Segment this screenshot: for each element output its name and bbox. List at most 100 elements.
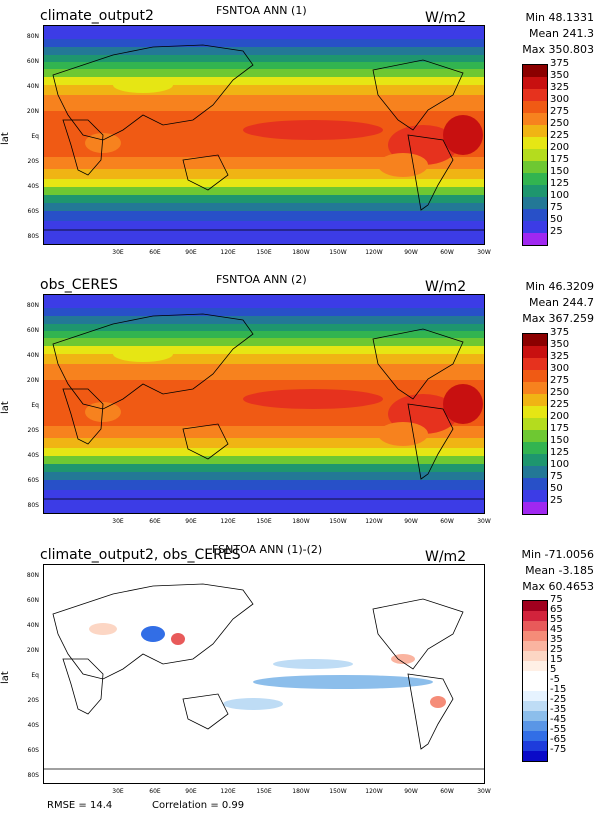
contour-region — [391, 654, 415, 664]
colorbar-swatch — [523, 418, 547, 430]
colorbar-tick-label: 175 — [550, 423, 570, 434]
lat-tick-label: 40S — [27, 183, 39, 190]
contour-band — [43, 364, 485, 380]
colorbar-tick-label: 200 — [550, 411, 570, 422]
contour-region — [113, 346, 173, 362]
colorbar-tick-label: -25 — [550, 694, 567, 705]
colorbar-tick-label: 65 — [550, 604, 563, 615]
stat-min: Min 48.1331 — [525, 11, 594, 24]
colorbar-swatch — [523, 466, 547, 478]
contour-band — [43, 39, 485, 47]
colorbar-swatch — [523, 631, 547, 641]
map-frame — [43, 294, 485, 514]
contour-band — [43, 426, 485, 438]
lon-tick-label: 60E — [149, 249, 161, 256]
lon-tick-label: 60W — [440, 518, 454, 525]
lat-tick-label: 40S — [27, 452, 39, 459]
contour-band — [43, 47, 485, 55]
lon-tick-label: 30W — [477, 518, 491, 525]
panel-left-label: obs_CERES — [40, 277, 118, 293]
coastline — [182, 423, 229, 460]
contour-band — [43, 472, 485, 480]
contour-band — [43, 308, 485, 316]
lat-tick-label: 80S — [27, 502, 39, 509]
lon-tick-label: 120E — [220, 788, 236, 795]
lon-tick-label: 60W — [440, 249, 454, 256]
colorbar-tick-label: 100 — [550, 459, 570, 470]
contour-band — [43, 456, 485, 464]
contour-band — [43, 564, 485, 784]
lon-tick-label: 30W — [477, 788, 491, 795]
panel-left-label: climate_output2, obs_CERES — [40, 547, 241, 563]
colorbar-tick-label: -5 — [550, 674, 560, 685]
contour-band — [43, 77, 485, 85]
lon-tick-label: 120W — [365, 249, 383, 256]
lon-tick-label: 90E — [185, 518, 197, 525]
colorbar-swatch — [523, 125, 547, 137]
colorbar-swatch — [523, 394, 547, 406]
contour-band — [43, 338, 485, 346]
colorbar-tick-label: 225 — [550, 130, 570, 141]
coastline — [372, 598, 464, 670]
lon-tick-label: 180W — [292, 249, 310, 256]
colorbar-tick-label: 275 — [550, 375, 570, 386]
stat-mean: Mean 241.3 — [529, 27, 594, 40]
colorbar-swatches — [522, 600, 548, 762]
lat-tick-label: 60N — [26, 597, 39, 604]
colorbar-swatch — [523, 430, 547, 442]
colorbar-tick-label: 275 — [550, 106, 570, 117]
colorbar-swatch — [523, 149, 547, 161]
colorbar-swatch — [523, 101, 547, 113]
contour-band — [43, 179, 485, 187]
colorbar-tick-label: 5 — [550, 664, 557, 675]
colorbar-swatch — [523, 490, 547, 502]
lon-tick-label: 30E — [112, 788, 124, 795]
stat-mean: Mean -3.185 — [525, 564, 594, 577]
colorbar-swatch — [523, 221, 547, 233]
lon-tick-label: 90W — [404, 249, 418, 256]
colorbar-tick-label: -55 — [550, 724, 567, 735]
colorbar-swatch — [523, 406, 547, 418]
colorbar-swatch — [523, 185, 547, 197]
colorbar-tick-label: 15 — [550, 654, 563, 665]
map-plot-area: 80N 60N 40N 20N Eq 20S 40S 60S 80S 30E 60E 90E 120E 1… — [27, 294, 491, 525]
contour-band — [43, 316, 485, 324]
colorbar-swatch — [523, 671, 547, 681]
lon-tick-label: 60E — [149, 518, 161, 525]
contour-band — [43, 85, 485, 95]
colorbar-tick-label: 225 — [550, 399, 570, 410]
colorbar-swatch — [523, 711, 547, 721]
colorbar-tick-label: 25 — [550, 495, 563, 506]
coastline — [62, 388, 104, 445]
contour-region — [378, 422, 428, 446]
colorbar-tick-label: -75 — [550, 744, 567, 755]
correlation-label: Correlation = 0.99 — [152, 800, 245, 811]
lat-tick-label: Eq — [31, 672, 39, 679]
lat-tick-label: 20S — [27, 697, 39, 704]
lat-tick-label: 20N — [26, 647, 39, 654]
lat-tick-label: 20N — [26, 377, 39, 384]
lon-tick-label: 120E — [220, 249, 236, 256]
lat-tick-label: Eq — [31, 133, 39, 140]
contour-band — [43, 203, 485, 211]
lon-tick-label: 150W — [329, 249, 347, 256]
coastline — [62, 119, 104, 176]
panel-left-label: climate_output2 — [40, 8, 154, 24]
lat-tick-label: 80S — [27, 772, 39, 779]
lon-tick-label: 90E — [185, 249, 197, 256]
stat-max: Max 60.4653 — [522, 580, 594, 593]
panel-stats: Min -71.0056 Mean -3.185 Max 60.4653 — [522, 547, 594, 595]
contour-band — [43, 490, 485, 514]
colorbar-tick-label: 75 — [550, 471, 563, 482]
lat-tick-label: 20N — [26, 108, 39, 115]
lon-tick-label: 30W — [477, 249, 491, 256]
coastline — [407, 673, 454, 750]
lon-tick-label: 150E — [256, 249, 272, 256]
stat-min: Min -71.0056 — [521, 548, 594, 561]
contour-band — [43, 346, 485, 354]
lon-tick-label: 150W — [329, 788, 347, 795]
colorbar-tick-label: 325 — [550, 351, 570, 362]
contour-band — [43, 95, 485, 111]
coastline — [372, 328, 464, 400]
lat-tick-label: 80N — [26, 302, 39, 309]
